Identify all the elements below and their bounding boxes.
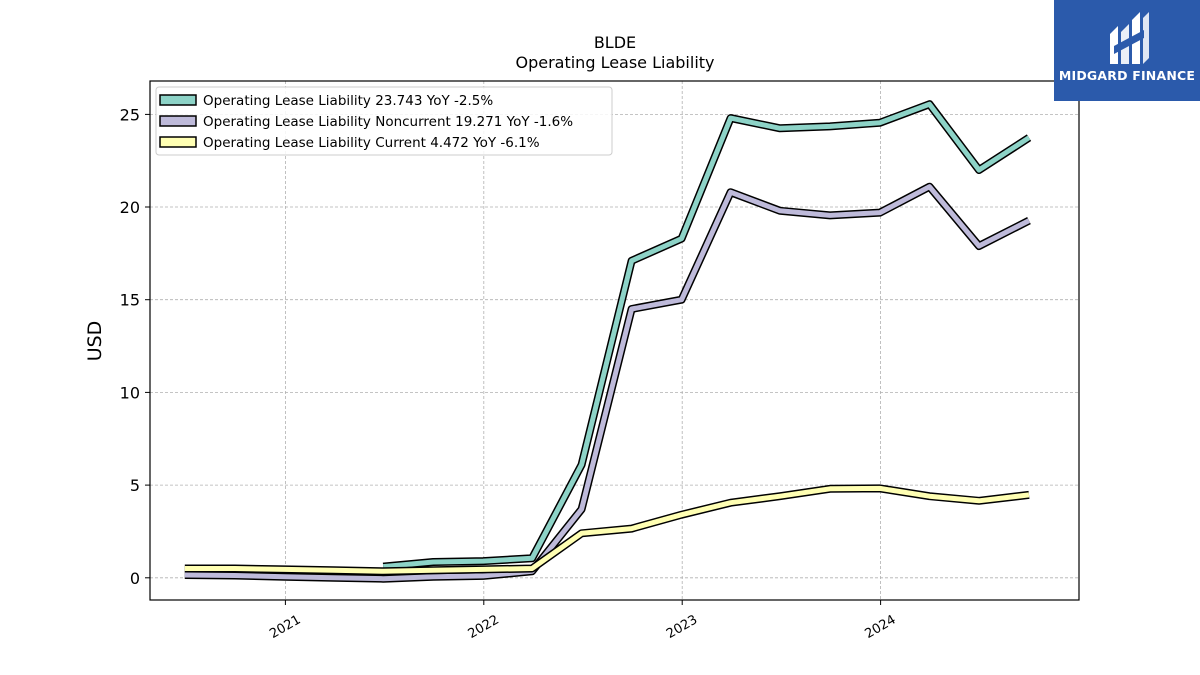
y-tick-label: 0 [130,569,140,588]
legend-box [155,86,613,156]
midgard-m-icon [1110,12,1149,64]
series-line [184,485,1030,574]
x-tick-label: 2021 [267,612,303,642]
series-layer [184,100,1032,583]
y-tick-label: 25 [120,105,140,124]
legend-label: Operating Lease Liability 23.743 YoY -2.… [203,93,493,109]
y-axis-label: USD [84,321,106,362]
y-tick-label: 10 [120,383,140,402]
chart-subtitle: Operating Lease Liability [515,53,714,72]
legend-label: Operating Lease Liability Current 4.472 … [203,135,540,151]
chart-title: BLDE [594,33,636,52]
series-line-outline [184,182,1031,583]
legend-swatch [159,136,197,148]
x-tick-label: 2024 [862,612,898,642]
y-tick-label: 15 [120,291,140,310]
x-tick-label: 2022 [466,612,502,642]
series-line [184,184,1031,582]
series-1 [184,182,1031,583]
series-2 [184,484,1030,576]
legend-swatch [159,115,197,127]
y-tick-label: 20 [120,198,140,217]
legend-swatch [159,94,197,106]
plot-frame [149,80,1080,601]
series-0 [382,100,1032,571]
midgard-finance-logo: MIDGARD FINANCE [1054,0,1200,101]
legend-label: Operating Lease Liability Noncurrent 19.… [203,114,573,130]
series-line [382,101,1031,570]
y-tick-label: 5 [130,476,140,495]
logo-text: MIDGARD FINANCE [1058,68,1196,83]
legend: Operating Lease Liability 23.743 YoY -2.… [155,86,613,156]
x-tick-label: 2023 [664,612,700,642]
